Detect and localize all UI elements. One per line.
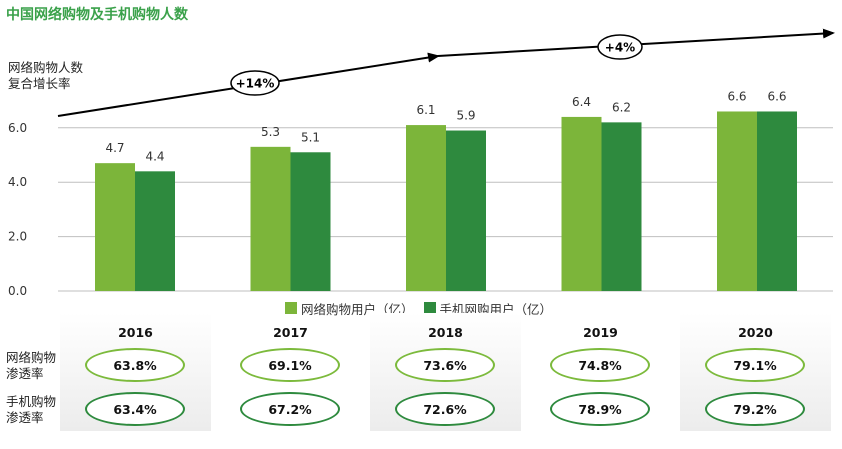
page-title: 中国网络购物及手机购物人数 xyxy=(6,7,188,23)
y-tick-label: 4.0 xyxy=(8,175,27,189)
legend-item-mobile: 手机网购用户（亿） xyxy=(423,299,553,318)
bar-online-users xyxy=(406,125,446,291)
data-label: 6.1 xyxy=(416,103,435,117)
bar-mobile-users xyxy=(135,171,175,291)
growth-trend: +14% +4% xyxy=(57,28,835,117)
online-penetration-pill: 69.1% xyxy=(240,348,340,382)
row-label-online-line2: 渗透率 xyxy=(6,366,44,381)
data-label: 5.3 xyxy=(261,125,280,139)
online-penetration-pill: 79.1% xyxy=(705,348,805,382)
y-tick-label: 0.0 xyxy=(8,284,27,298)
bar-online-users xyxy=(95,163,135,291)
cagr-badge-2 xyxy=(597,34,643,60)
bar-mobile-users xyxy=(757,111,797,291)
mobile-penetration-pill: 67.2% xyxy=(240,392,340,426)
year-label: 2017 xyxy=(273,325,308,340)
legend-swatch-online xyxy=(285,302,297,314)
bar-mobile-users xyxy=(601,122,642,291)
bar-online-users xyxy=(250,146,291,291)
legend-swatch-mobile xyxy=(423,302,436,314)
mobile-penetration-pill: 79.2% xyxy=(705,392,805,426)
bar-mobile-users xyxy=(290,152,331,291)
mobile-penetration-pill: 72.6% xyxy=(395,392,495,426)
cagr-label-line2: 复合增长率 xyxy=(8,76,71,91)
year-label: 2020 xyxy=(738,325,773,340)
legend-item-online: 网络购物用户（亿） xyxy=(285,299,414,318)
online-penetration-pill: 63.8% xyxy=(85,348,185,382)
bar-mobile-users xyxy=(446,130,486,291)
online-penetration-pill: 74.8% xyxy=(550,348,650,382)
year-label: 2018 xyxy=(428,325,463,340)
row-label-mobile-line2: 渗透率 xyxy=(6,410,44,425)
y-tick-label: 6.0 xyxy=(8,121,27,135)
bar-online-users xyxy=(717,111,757,291)
chart-legend: 网络购物用户（亿） 手机网购用户（亿） xyxy=(285,298,552,318)
cagr-badge-2-text: +4% xyxy=(605,41,635,55)
data-label: 6.6 xyxy=(767,89,786,103)
mobile-penetration-pill: 78.9% xyxy=(550,392,650,426)
mobile-penetration-pill: 63.4% xyxy=(85,392,185,426)
y-tick-label: 2.0 xyxy=(8,230,27,244)
cagr-label-line1: 网络购物人数 xyxy=(8,60,84,75)
year-label: 2016 xyxy=(118,325,153,340)
data-label: 6.2 xyxy=(612,100,631,114)
data-label: 4.7 xyxy=(105,141,124,155)
data-label: 5.1 xyxy=(301,130,320,144)
row-label-online-line1: 网络购物 xyxy=(6,350,57,365)
data-label: 6.4 xyxy=(572,95,591,109)
bar-online-users xyxy=(561,116,602,291)
year-label: 2019 xyxy=(583,325,618,340)
data-label: 5.9 xyxy=(456,109,475,123)
legend-label-online: 网络购物用户（亿） xyxy=(301,301,414,317)
data-label: 6.6 xyxy=(727,89,746,103)
data-label: 4.4 xyxy=(145,149,164,163)
legend-label-mobile: 手机网购用户（亿） xyxy=(439,301,553,317)
cagr-badge-1 xyxy=(230,70,280,96)
row-label-mobile-line1: 手机购物 xyxy=(6,394,57,409)
online-penetration-pill: 73.6% xyxy=(395,348,495,382)
cagr-badge-1-text: +14% xyxy=(236,77,275,91)
